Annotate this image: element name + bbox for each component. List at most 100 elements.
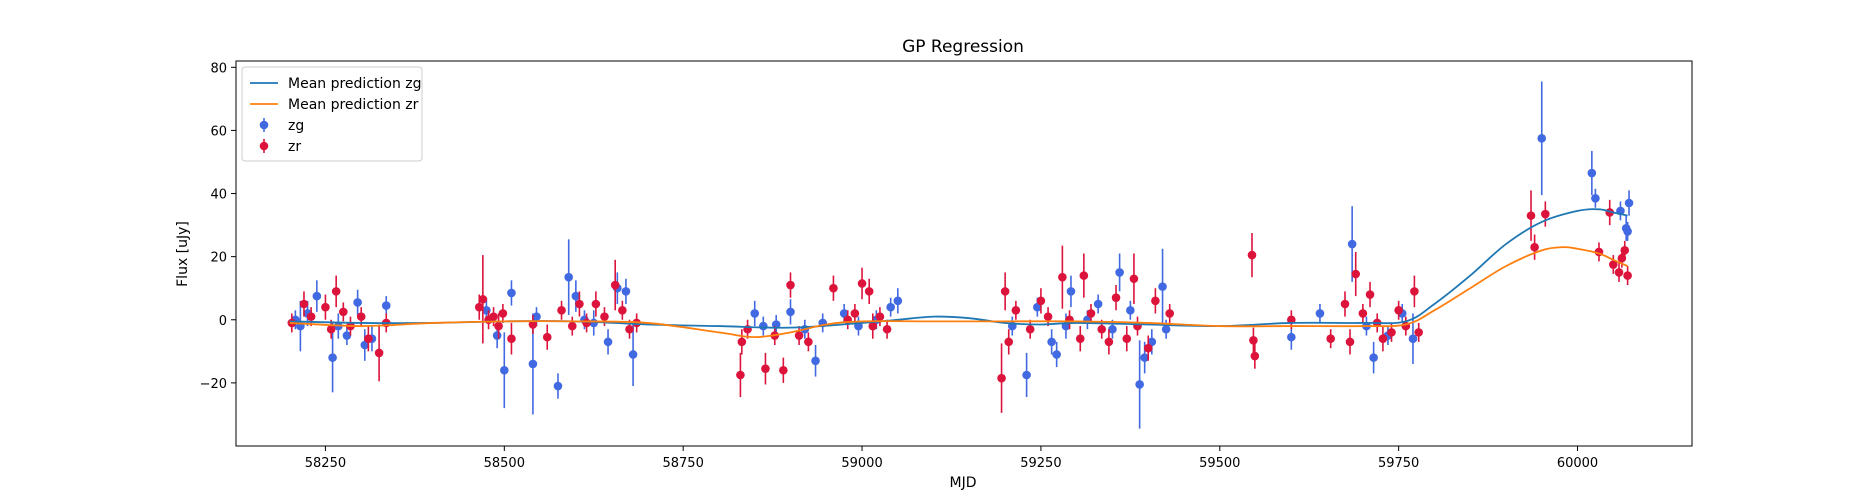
point-zr	[1340, 299, 1350, 309]
point-zr	[1122, 334, 1132, 344]
point-zr	[1387, 328, 1396, 337]
series-zg	[291, 81, 1634, 429]
point-zg	[759, 321, 768, 331]
point-zr	[737, 337, 747, 347]
point-zg	[1126, 306, 1135, 315]
point-zg	[893, 296, 903, 306]
point-zg	[1066, 287, 1076, 296]
point-zg	[360, 340, 370, 350]
point-zr	[1249, 335, 1258, 345]
point-zr	[1358, 309, 1368, 318]
point-zr	[761, 364, 770, 373]
point-zg	[1347, 239, 1357, 249]
point-zr	[1378, 334, 1388, 344]
point-zg	[1587, 168, 1597, 178]
point-zr	[736, 370, 745, 380]
point-zg	[571, 291, 581, 301]
point-zr	[339, 307, 348, 317]
point-zg	[532, 312, 541, 321]
point-zr	[1086, 309, 1096, 318]
point-zr	[507, 334, 516, 344]
point-zg	[1408, 334, 1418, 344]
point-zr	[542, 332, 552, 342]
point-zg	[564, 272, 573, 282]
point-zg	[492, 331, 502, 340]
point-zg	[528, 359, 538, 369]
point-zr	[1414, 328, 1423, 337]
point-zg	[750, 309, 760, 318]
point-zr	[1526, 211, 1536, 220]
point-zr	[1530, 242, 1539, 252]
point-zr	[1011, 306, 1021, 315]
point-zr	[557, 306, 566, 315]
y-tick-label: −20	[200, 377, 227, 392]
point-zr	[794, 331, 804, 340]
point-zr	[786, 280, 795, 290]
point-zg	[1022, 370, 1031, 380]
point-zr	[1058, 272, 1067, 282]
point-zg	[1623, 227, 1632, 236]
point-zr	[1097, 324, 1107, 334]
legend-label: Mean prediction zg	[288, 76, 422, 92]
point-zr	[356, 312, 366, 321]
point-zr	[478, 294, 488, 304]
point-zr	[882, 324, 892, 334]
point-zr	[1129, 274, 1139, 284]
point-zg	[328, 353, 337, 362]
point-zg	[1147, 337, 1157, 347]
point-zr	[1143, 343, 1153, 353]
point-zr	[528, 320, 538, 329]
point-zg	[603, 337, 613, 347]
x-tick-label: 59750	[1378, 456, 1419, 471]
y-tick-label: 20	[210, 251, 227, 266]
point-zr	[829, 283, 838, 293]
point-zr	[804, 337, 813, 347]
point-zr	[875, 312, 885, 321]
point-zr	[618, 306, 627, 315]
point-zg	[1161, 324, 1171, 334]
plot-frame	[235, 60, 1693, 447]
point-zg	[1315, 309, 1325, 318]
point-zr	[331, 287, 341, 296]
point-zg	[1537, 134, 1547, 143]
point-zr	[1394, 306, 1403, 315]
point-zr	[1025, 324, 1035, 334]
y-tick-label: 0	[219, 314, 227, 329]
point-zr	[779, 365, 788, 375]
legend-label: Mean prediction zr	[288, 97, 419, 113]
point-zg	[381, 301, 391, 310]
point-zr	[1614, 268, 1624, 277]
point-zg	[839, 309, 849, 318]
point-zr	[1079, 271, 1089, 280]
legend-label: zr	[288, 139, 301, 155]
line-mean-prediction-zr	[289, 246, 1628, 339]
y-axis-label: Flux [uJy]	[175, 221, 191, 287]
legend-marker-swatch	[259, 120, 269, 130]
point-zr	[1351, 269, 1361, 279]
point-zr	[306, 312, 316, 321]
point-zg	[621, 287, 631, 296]
point-zr	[868, 321, 878, 331]
point-zr	[1004, 337, 1014, 347]
point-zr	[1043, 312, 1053, 321]
point-zr	[1151, 296, 1160, 306]
x-tick-label: 59250	[1020, 456, 1061, 471]
point-zg	[553, 381, 563, 391]
point-zr	[600, 312, 609, 321]
point-zr	[1623, 271, 1632, 280]
point-zr	[474, 302, 484, 312]
y-tick-label: 60	[210, 124, 227, 139]
plot-area	[287, 81, 1634, 429]
point-zr	[591, 299, 601, 309]
x-tick-label: 60000	[1557, 456, 1598, 471]
point-zr	[498, 309, 508, 318]
point-zr	[1247, 250, 1257, 260]
point-zr	[997, 373, 1006, 383]
y-tick-label: 40	[210, 188, 227, 203]
point-zg	[507, 288, 516, 298]
point-zr	[582, 318, 591, 328]
point-zr	[494, 321, 503, 331]
y-tick-label: 80	[210, 61, 227, 76]
